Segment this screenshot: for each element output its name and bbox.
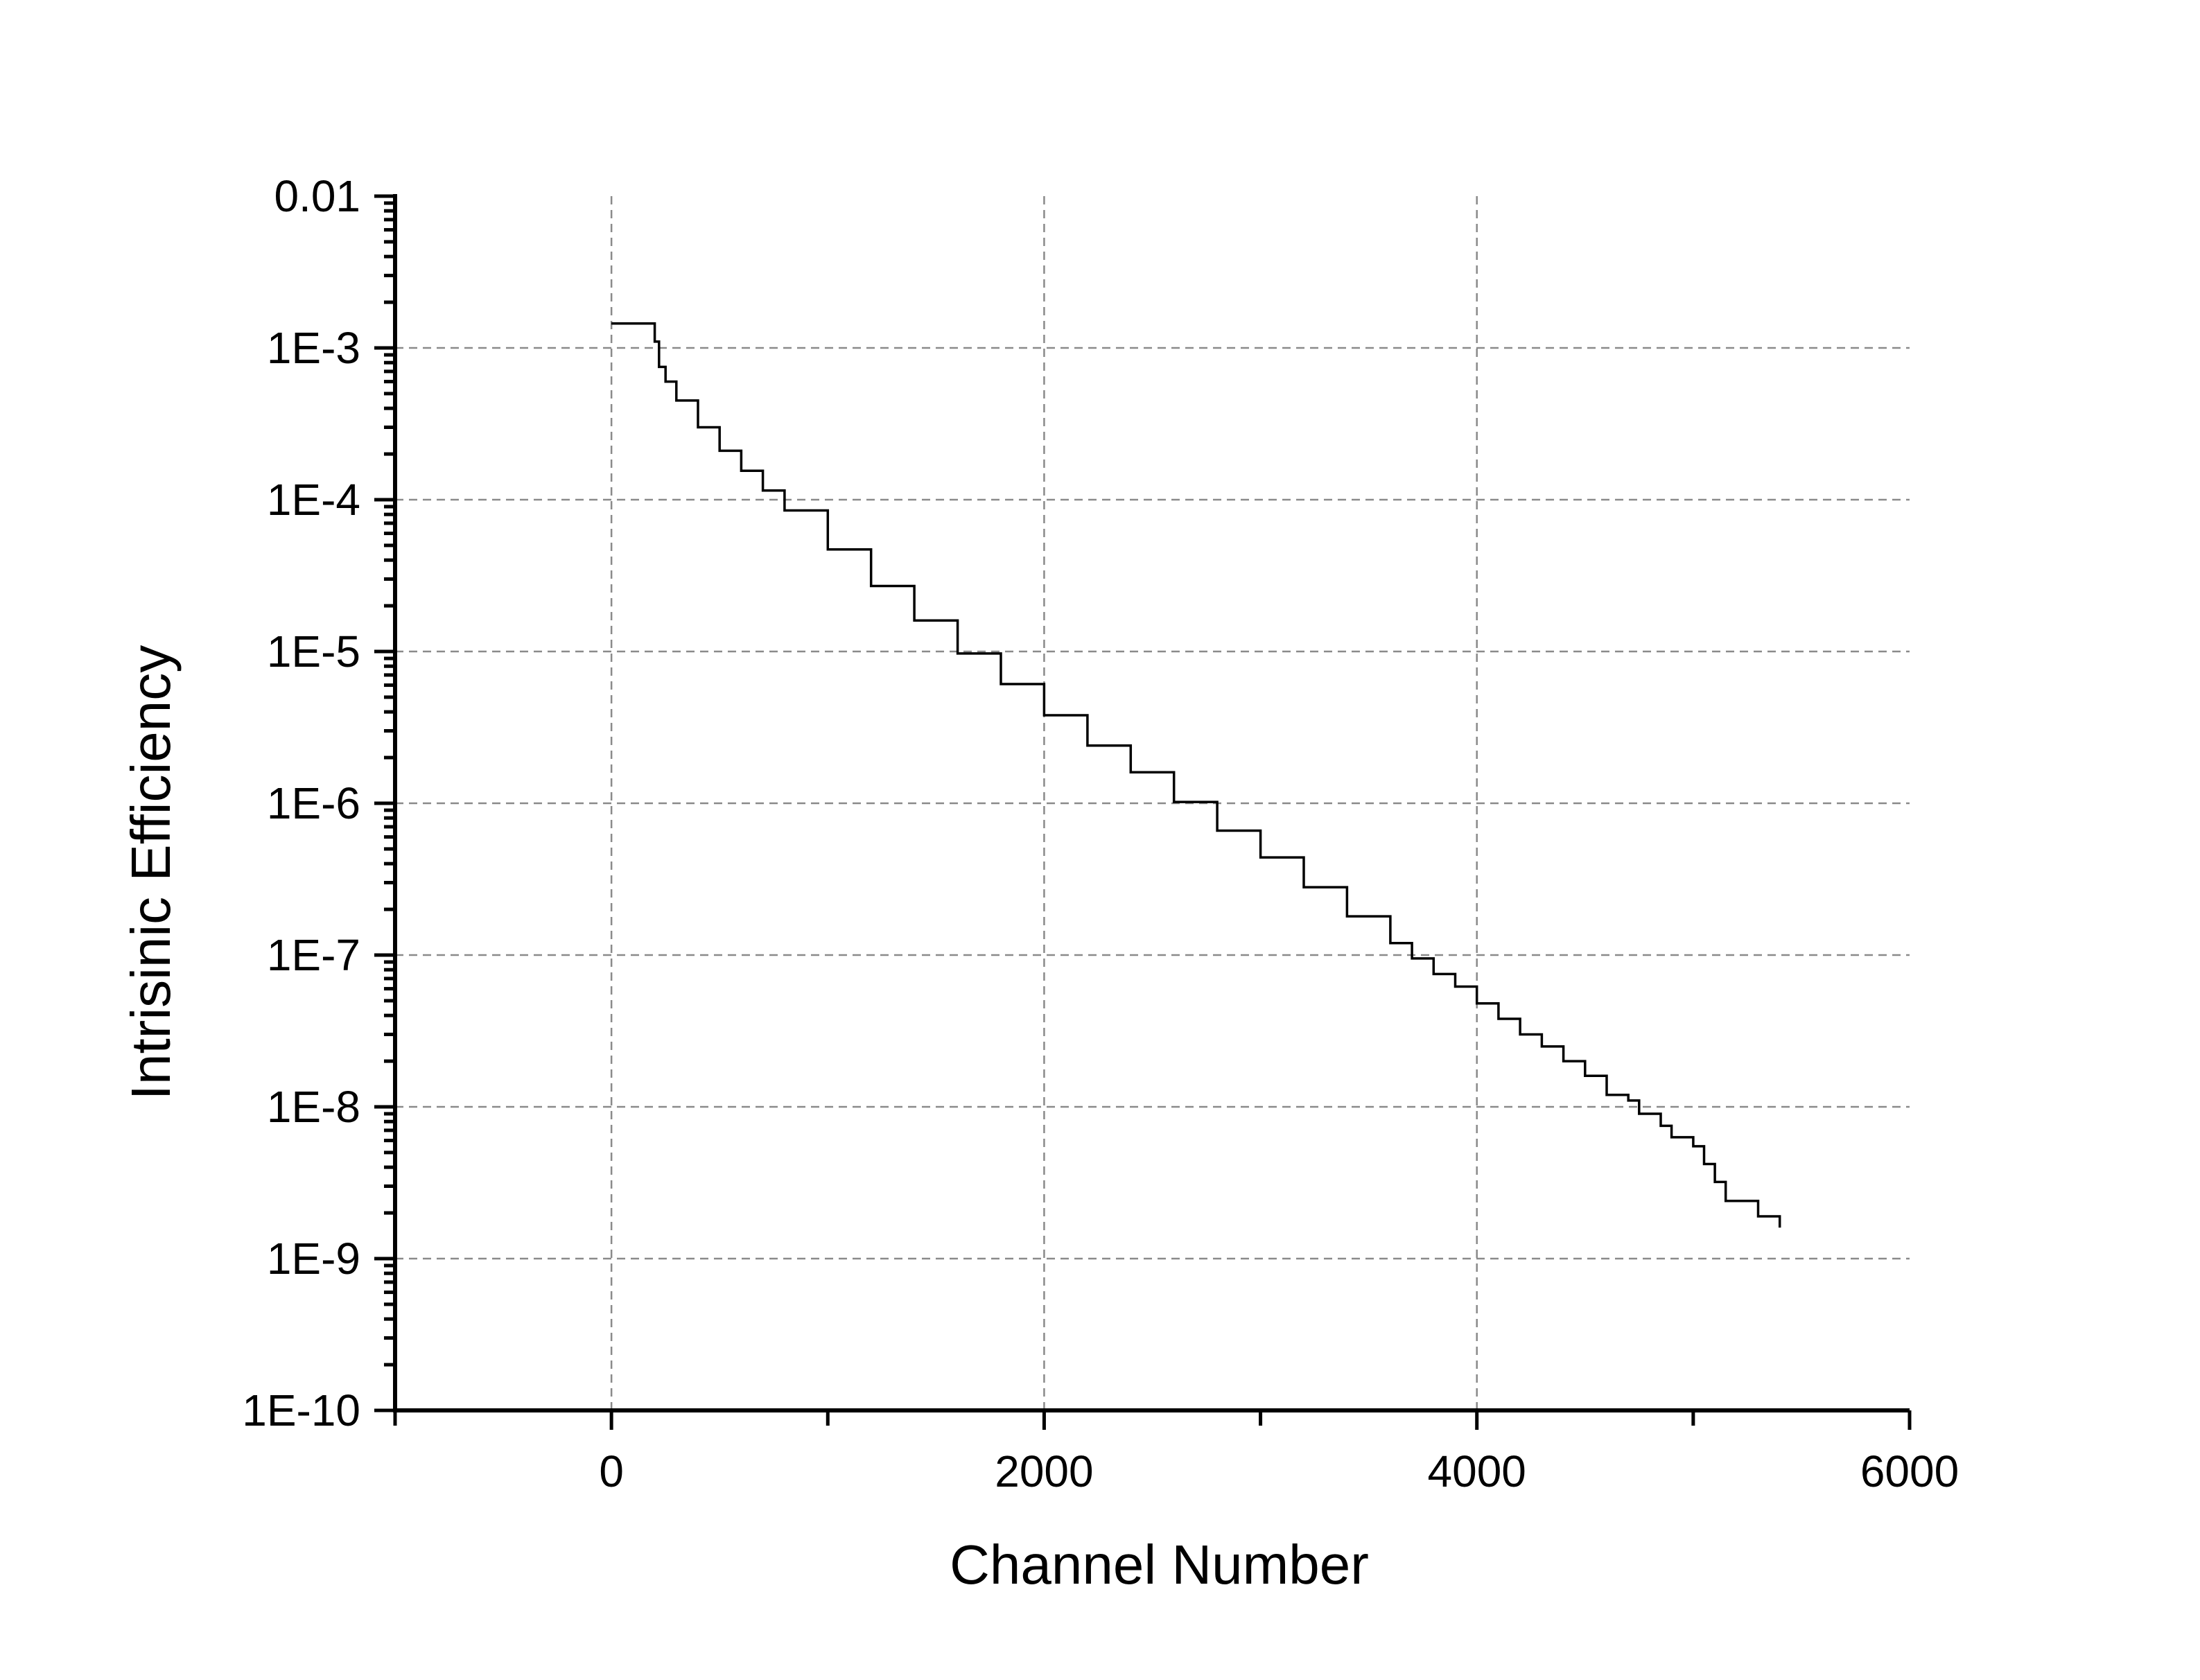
y-tick-label: 1E-10: [242, 1385, 360, 1435]
y-axis-label: Intrisinic Efficiency: [120, 645, 182, 1101]
ticks: [374, 194, 1912, 1430]
y-tick-label: 1E-8: [267, 1082, 360, 1132]
y-tick-label: 1E-7: [267, 930, 360, 980]
y-tick-label: 1E-9: [267, 1234, 360, 1284]
x-axis-label: Channel Number: [950, 1534, 1369, 1595]
y-tick-label: 1E-5: [267, 627, 360, 676]
x-tick-label: 4000: [1428, 1446, 1526, 1496]
y-tick-label: 1E-4: [267, 475, 360, 525]
y-tick-label: 0.01: [274, 171, 360, 221]
y-tick-label: 1E-6: [267, 778, 360, 828]
y-tick-label: 1E-3: [267, 323, 360, 373]
series-layer: [611, 322, 1781, 1228]
x-tick-label: 2000: [995, 1446, 1093, 1496]
grid: [395, 196, 1910, 1410]
x-tick-label: 6000: [1860, 1446, 1959, 1496]
series-line-0: [611, 322, 1781, 1228]
x-tick-label: 0: [599, 1446, 624, 1496]
tick-labels: 0 2000 4000 6000 0.01 1E-3 1E-4 1E-5 1E-6 1E-7 1E-…: [242, 171, 1959, 1496]
